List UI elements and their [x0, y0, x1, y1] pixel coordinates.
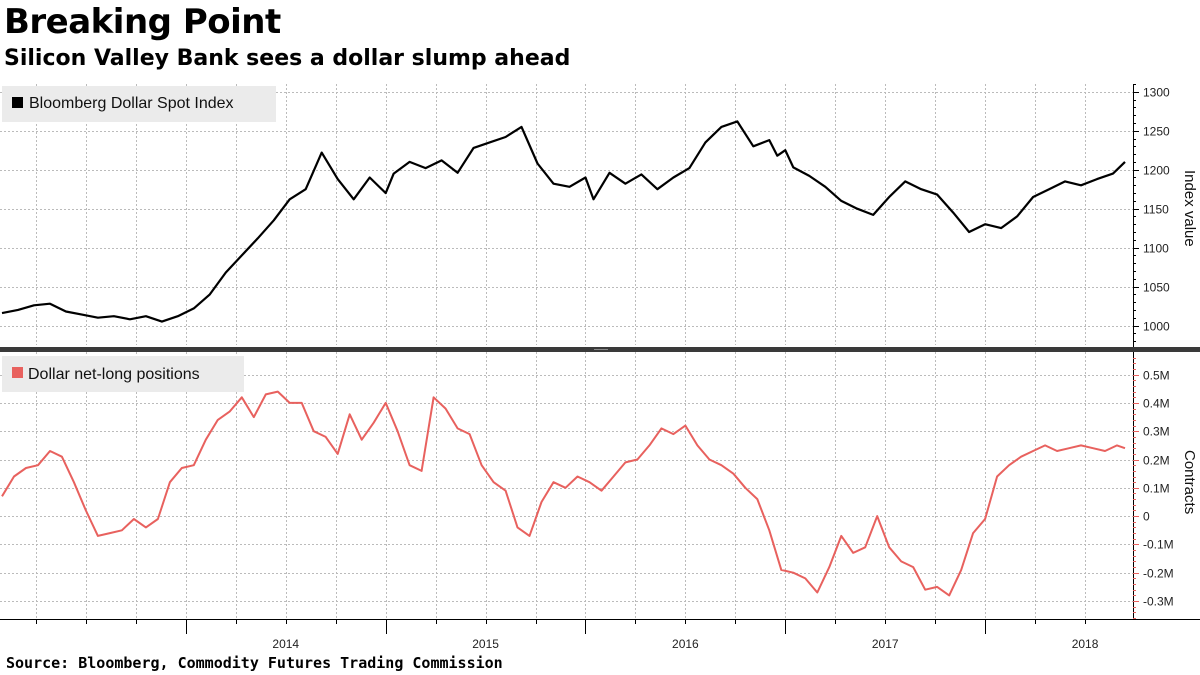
- net-long-positions-line: [1, 390, 1126, 597]
- bottom-legend-label: Dollar net-long positions: [28, 366, 200, 383]
- y-tick-label: 1000: [1143, 320, 1170, 334]
- top-legend-swatch: [12, 97, 23, 108]
- x-tick-label: 2017: [872, 637, 899, 651]
- chart-title: Breaking Point: [4, 2, 281, 42]
- gridlines: [0, 84, 1133, 618]
- y-tick-label: 0.4M: [1143, 397, 1170, 411]
- divider-grip: [594, 349, 608, 350]
- axis-ticks: 1000 1050 1100 1150 1200 1250 1300 -0.3M -0.2M -0…: [36, 84, 1174, 651]
- y-tick-label: 1250: [1143, 125, 1170, 139]
- y-tick-label: -0.1M: [1143, 538, 1174, 552]
- y-tick-label: -0.3M: [1143, 595, 1174, 609]
- y-tick-label: 0: [1143, 510, 1150, 524]
- y-tick-label: 1050: [1143, 281, 1170, 295]
- top-y-axis-title: Index value: [1181, 170, 1198, 247]
- source-note: Source: Bloomberg, Commodity Futures Tra…: [6, 654, 503, 672]
- bottom-y-axis-title: Contracts: [1181, 450, 1198, 514]
- top-legend-label: Bloomberg Dollar Spot Index: [29, 95, 234, 112]
- bottom-legend-swatch: [12, 367, 23, 378]
- y-tick-label: 1300: [1143, 86, 1170, 100]
- y-tick-label: 0.2M: [1143, 454, 1170, 468]
- y-tick-label: 1100: [1143, 242, 1169, 256]
- y-tick-label: 1200: [1143, 164, 1170, 178]
- x-tick-label: 2016: [672, 637, 699, 651]
- dollar-index-line: [1, 120, 1126, 323]
- y-tick-label: 1150: [1143, 203, 1169, 217]
- y-tick-label: -0.2M: [1143, 567, 1174, 581]
- x-tick-label: 2018: [1072, 637, 1099, 651]
- y-tick-label: 0.3M: [1143, 425, 1170, 439]
- x-tick-label: 2015: [472, 637, 499, 651]
- top-legend-box: [2, 86, 276, 122]
- y-tick-label: 0.1M: [1143, 482, 1170, 496]
- series: [1, 120, 1126, 597]
- y-tick-label: 0.5M: [1143, 369, 1170, 383]
- chart-subtitle: Silicon Valley Bank sees a dollar slump …: [4, 46, 571, 71]
- x-tick-label: 2014: [272, 637, 299, 651]
- bottom-legend-box: [2, 356, 244, 392]
